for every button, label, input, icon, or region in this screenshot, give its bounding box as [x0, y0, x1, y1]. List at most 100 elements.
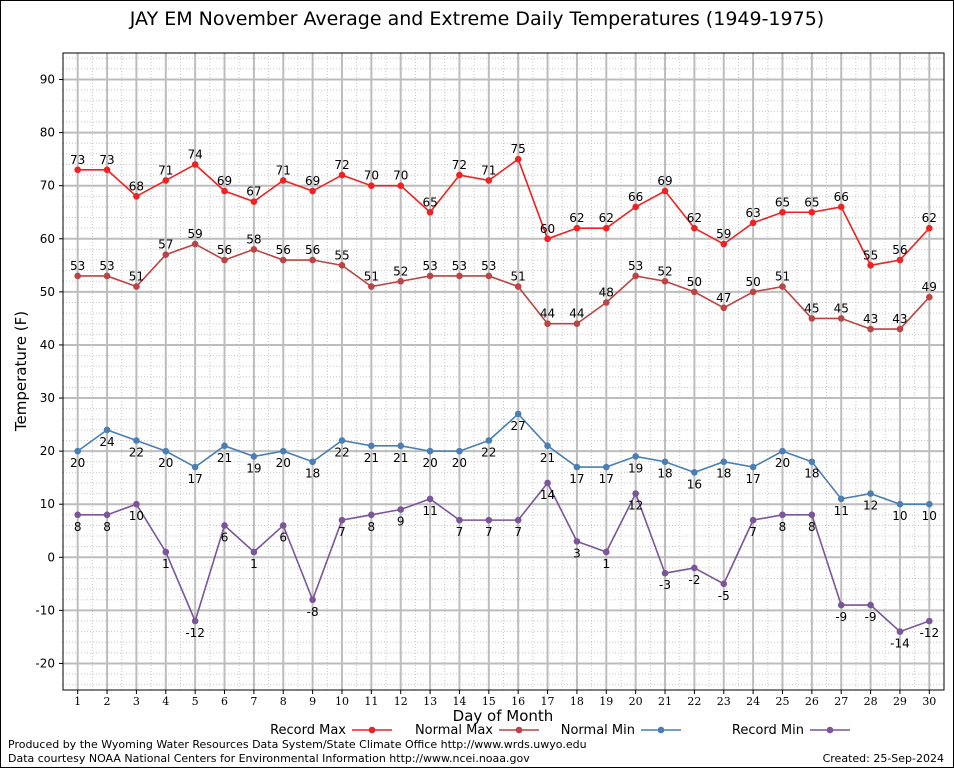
- data-label: 18: [716, 467, 731, 481]
- data-point: [573, 538, 581, 545]
- data-label: 65: [422, 195, 437, 209]
- data-label: 18: [657, 467, 672, 481]
- data-label: 8: [368, 520, 376, 534]
- data-label: -12: [920, 626, 940, 640]
- data-label: 70: [393, 169, 408, 183]
- major-grid: [63, 53, 944, 690]
- data-label: 68: [129, 179, 144, 193]
- data-label: 53: [422, 259, 437, 273]
- data-label: 18: [305, 467, 320, 481]
- data-point: [368, 283, 375, 290]
- data-label: 19: [628, 461, 643, 475]
- data-point: [926, 293, 933, 301]
- data-point: [867, 490, 874, 497]
- data-point: [926, 500, 933, 508]
- footer-produced-by: Produced by the Wyoming Water Resources …: [8, 738, 587, 751]
- data-point: [338, 516, 346, 524]
- data-label: 74: [188, 147, 203, 161]
- data-label: 20: [775, 456, 790, 470]
- x-tick-label: 30: [922, 695, 936, 708]
- data-label: 73: [70, 153, 85, 167]
- data-point: [661, 187, 669, 195]
- data-point: [896, 256, 904, 264]
- footer-data-courtesy: Data courtesy NOAA National Centers for …: [8, 752, 530, 765]
- data-label: 20: [276, 456, 291, 470]
- data-label: 75: [511, 142, 526, 156]
- data-point: [133, 500, 140, 508]
- data-label: 65: [804, 195, 819, 209]
- data-point: [602, 463, 610, 471]
- data-label: 73: [99, 153, 114, 167]
- x-tick-label: 19: [599, 695, 613, 708]
- data-label: 69: [305, 174, 320, 188]
- data-point: [661, 569, 669, 577]
- legend-item: Normal Max: [415, 723, 539, 738]
- data-label: 51: [775, 270, 790, 284]
- x-tick-label: 12: [394, 695, 408, 708]
- data-point: [514, 155, 522, 163]
- legend-marker: [368, 726, 376, 734]
- data-label: -9: [865, 610, 877, 624]
- data-label: 19: [246, 461, 261, 475]
- x-tick-label: 28: [864, 695, 878, 708]
- series-line: [77, 481, 930, 633]
- data-label: 22: [481, 446, 496, 460]
- data-point: [661, 458, 669, 466]
- data-point: [867, 325, 874, 333]
- legend-marker: [657, 726, 665, 734]
- data-point: [632, 490, 639, 497]
- y-tick-label: -20: [35, 656, 55, 670]
- data-label: 7: [456, 525, 464, 539]
- data-label: 17: [745, 472, 760, 486]
- x-tick-label: 14: [452, 695, 466, 708]
- data-label: -14: [890, 637, 910, 651]
- data-point: [602, 224, 610, 232]
- x-tick-label: 16: [511, 695, 525, 708]
- data-point: [691, 288, 698, 296]
- data-point: [779, 511, 786, 519]
- y-tick-label: 40: [40, 338, 55, 352]
- data-point: [309, 256, 316, 264]
- data-label: -8: [307, 605, 319, 619]
- data-point: [191, 617, 199, 625]
- y-tick-label: -10: [35, 603, 55, 617]
- y-tick-label: 70: [40, 179, 55, 193]
- data-point: [103, 511, 111, 519]
- data-point: [573, 320, 581, 328]
- x-tick-label: 3: [133, 695, 140, 708]
- data-point: [808, 315, 816, 322]
- y-tick-label: 10: [40, 497, 55, 511]
- data-label: 51: [511, 270, 526, 284]
- data-point: [720, 240, 728, 248]
- data-label: 56: [217, 243, 232, 257]
- data-point: [162, 177, 170, 184]
- data-point: [456, 171, 463, 179]
- legend: Record Max Normal Max Normal Min Record Min: [270, 723, 850, 738]
- data-label: 7: [749, 525, 757, 539]
- data-point: [926, 617, 933, 625]
- chart-title: JAY EM November Average and Extreme Dail…: [129, 8, 825, 30]
- data-label: 24: [99, 435, 114, 449]
- data-point: [514, 283, 522, 290]
- x-tick-label: 18: [570, 695, 584, 708]
- x-tick-label: 1: [74, 695, 81, 708]
- data-label: 53: [452, 259, 467, 273]
- data-label: 10: [922, 509, 937, 523]
- data-label: 44: [569, 307, 584, 321]
- legend-marker: [515, 726, 523, 734]
- data-point: [133, 283, 140, 290]
- data-point: [867, 601, 874, 609]
- legend-label: Record Min: [732, 723, 804, 738]
- data-label: 17: [569, 472, 584, 486]
- data-point: [691, 224, 698, 232]
- data-point: [133, 437, 140, 444]
- data-point: [485, 272, 493, 280]
- data-label: 45: [834, 301, 849, 315]
- data-point: [544, 442, 551, 450]
- series-line: [77, 412, 930, 506]
- data-label: 6: [221, 530, 229, 544]
- data-label: 59: [188, 227, 203, 241]
- data-label: 51: [129, 270, 144, 284]
- data-label: 45: [804, 301, 819, 315]
